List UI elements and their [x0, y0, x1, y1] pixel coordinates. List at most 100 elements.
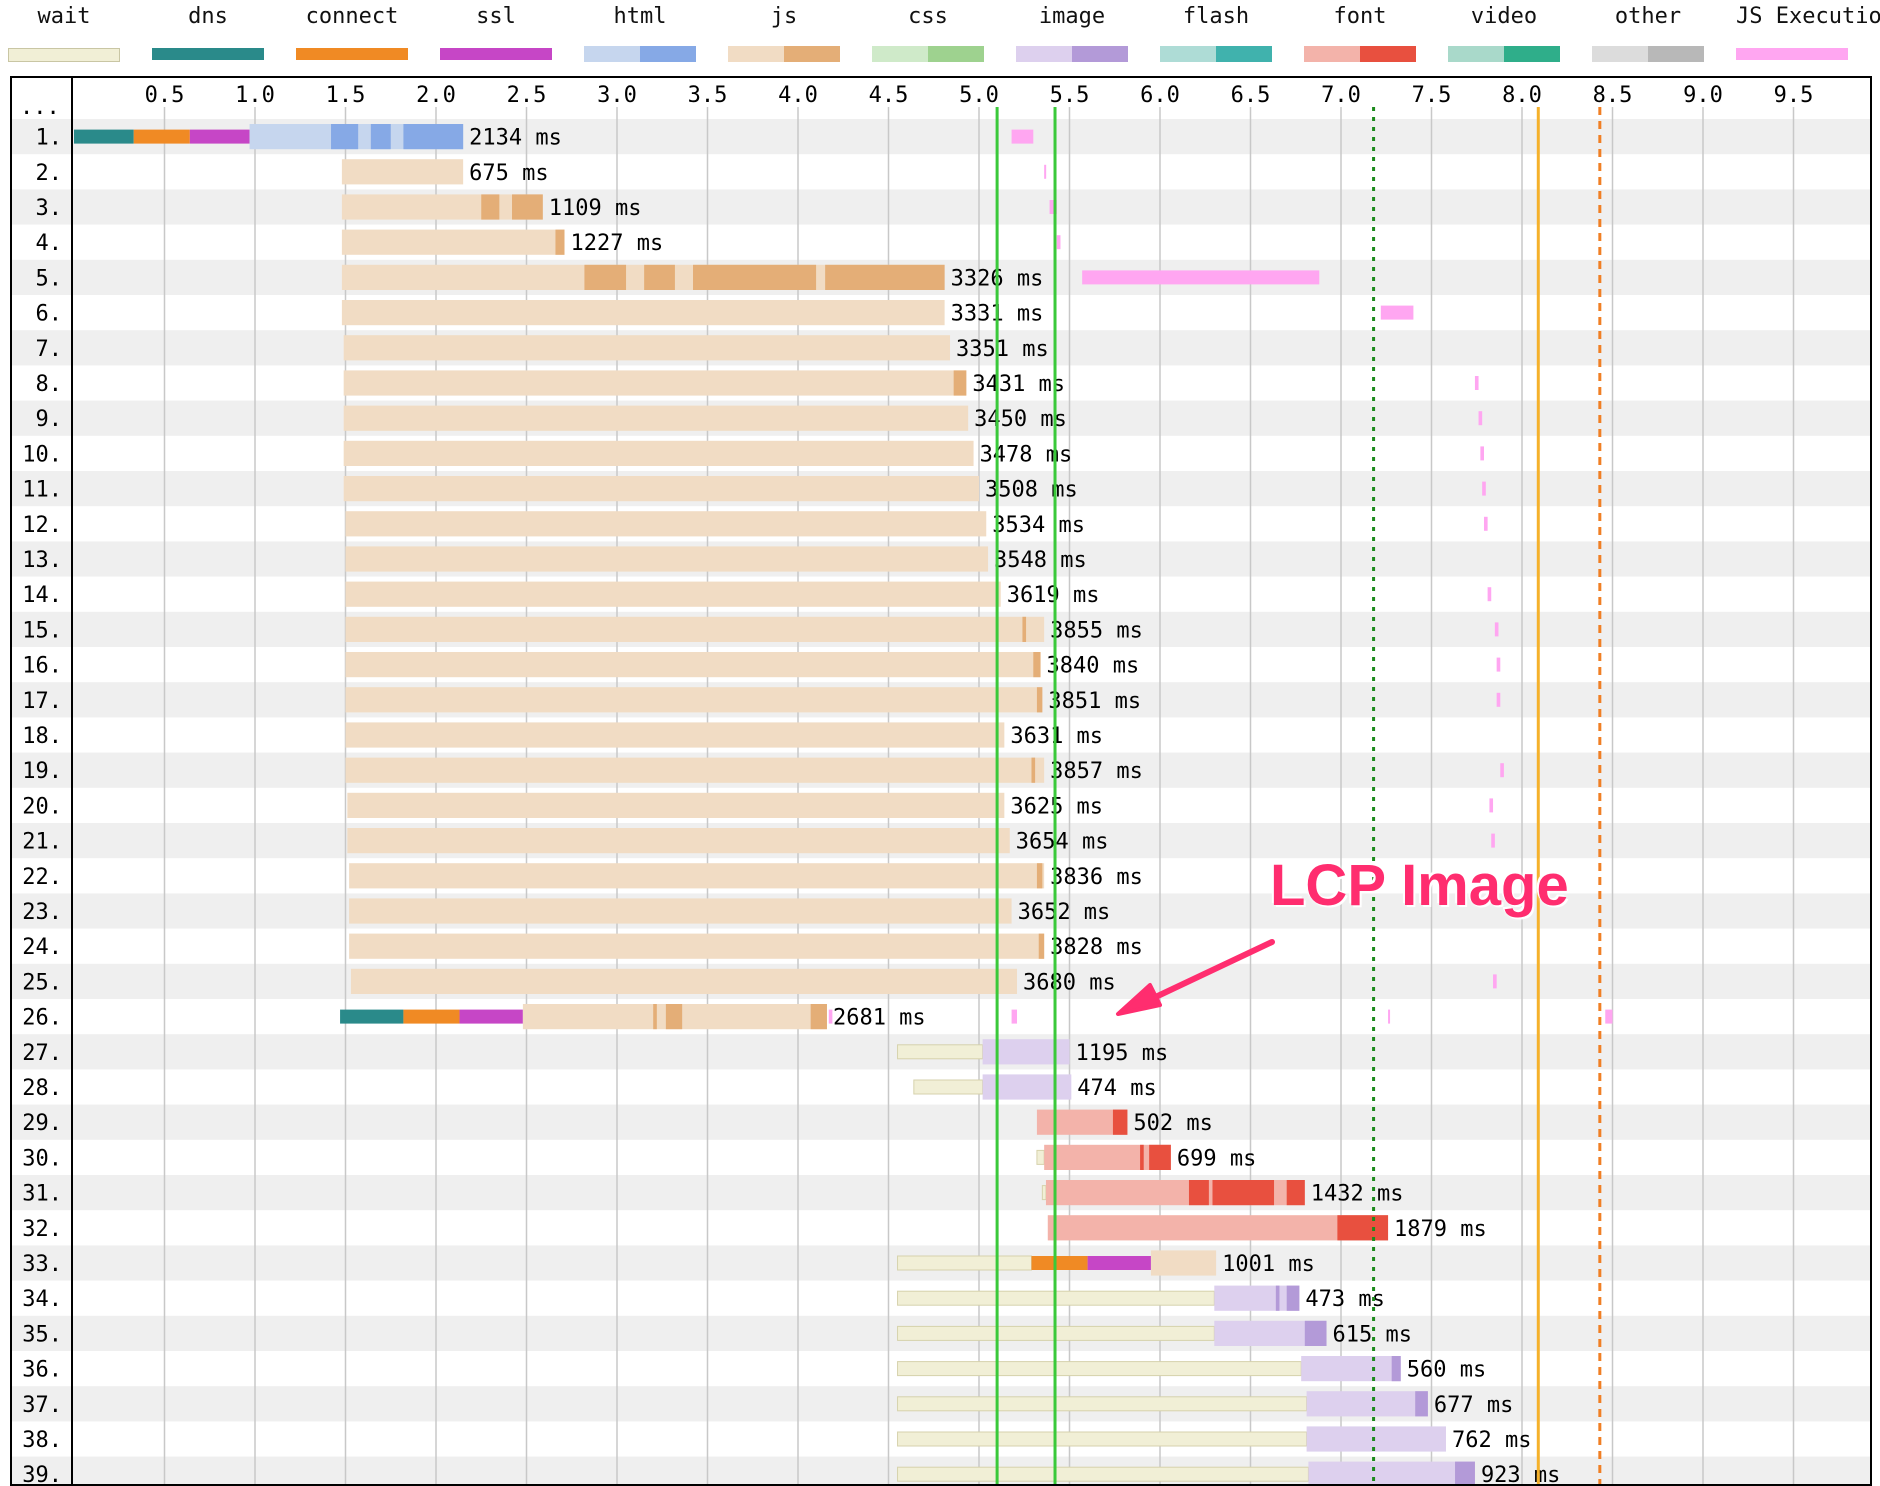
axis-tick-label: 5.0: [959, 83, 999, 108]
image-download-chunk: [1415, 1391, 1428, 1417]
font-download-chunk: [1337, 1215, 1389, 1241]
js-execution-mark: [828, 1009, 833, 1024]
row-duration: 1879 ms: [1394, 1217, 1487, 1242]
axis-tick-label: 8.0: [1502, 83, 1542, 108]
js-download-chunk: [810, 1004, 827, 1030]
html-download-chunk: [370, 124, 391, 150]
waterfall-legend: wait dns connect ssl html js css image flash font…: [0, 0, 1880, 74]
row-number: 2.: [36, 161, 63, 186]
axis-tick-label: 4.0: [778, 83, 818, 108]
row-number: 19.: [22, 759, 62, 784]
legend-label: dns: [188, 4, 228, 29]
axis-tick-label: 6.0: [1140, 83, 1180, 108]
js-download-chunk: [665, 1004, 683, 1030]
row-number: 16.: [22, 654, 62, 679]
dns-segment: [74, 129, 134, 144]
axis-tick-label: 7.0: [1321, 83, 1361, 108]
image-segment: [1301, 1356, 1401, 1382]
row-duration: 675 ms: [469, 161, 548, 186]
js-segment: [349, 863, 1045, 889]
image-segment: [1306, 1391, 1428, 1417]
wait-segment: [913, 1079, 984, 1095]
legend-swatch: [1304, 46, 1416, 62]
js-segment: [343, 476, 979, 502]
html-download-chunk: [403, 124, 464, 150]
legend-item-flash: flash: [1160, 0, 1272, 74]
legend-swatch: [1736, 48, 1848, 60]
legend-label: js: [770, 4, 798, 29]
row-number: 21.: [22, 830, 62, 855]
js-segment: [343, 370, 967, 396]
row-duration: 2134 ms: [469, 126, 562, 151]
font-download-chunk: [1286, 1180, 1305, 1206]
legend-label: other: [1614, 4, 1682, 29]
js-execution-mark: [1011, 129, 1034, 144]
axis-tick-label: 2.0: [416, 83, 456, 108]
ssl-segment: [1087, 1256, 1151, 1270]
row-number: 14.: [22, 583, 62, 608]
js-execution-mark: [1489, 798, 1494, 813]
font-download-chunk: [1188, 1180, 1209, 1206]
js-execution-mark: [1491, 833, 1495, 848]
row-duration: 923 ms: [1481, 1463, 1560, 1486]
row-number: 28.: [22, 1076, 62, 1101]
js-segment: [345, 581, 1001, 607]
row-number: 18.: [22, 724, 62, 749]
row-duration: 3450 ms: [974, 407, 1067, 432]
row-number: 33.: [22, 1252, 62, 1277]
js-segment: [347, 792, 1005, 818]
js-download-chunk: [1031, 757, 1036, 783]
js-execution-mark: [1380, 305, 1414, 320]
row-duration: 699 ms: [1177, 1146, 1256, 1171]
row-number: 27.: [22, 1041, 62, 1066]
row-duration: 1001 ms: [1222, 1252, 1315, 1277]
js-execution-mark: [1056, 235, 1061, 250]
legend-item-dns: dns: [152, 0, 264, 74]
js-execution-mark: [1496, 657, 1501, 672]
row-duration: 3631 ms: [1010, 724, 1103, 749]
legend-item-wait: wait: [8, 0, 120, 74]
js-segment: [345, 511, 987, 537]
html-download-chunk: [331, 124, 359, 150]
legend-item-other: other: [1592, 0, 1704, 74]
row-duration: 473 ms: [1305, 1287, 1384, 1312]
dns-segment: [340, 1009, 404, 1024]
legend-swatch: [1016, 46, 1128, 62]
row-duration: 474 ms: [1077, 1076, 1156, 1101]
font-download-chunk: [1140, 1144, 1144, 1170]
js-segment: [349, 898, 1012, 924]
row-number: 5.: [36, 266, 63, 291]
js-segment: [345, 546, 989, 572]
wait-segment: [897, 1044, 984, 1060]
image-download-chunk: [1275, 1285, 1280, 1311]
legend-label: css: [908, 4, 948, 29]
js-download-chunk: [1038, 933, 1045, 959]
waterfall-chart: ... 0.5 1.0 1.5 2.0 2.5 3.0 3.5 4.0 4.5 5.0 5.5 6.0 6…: [10, 76, 1872, 1486]
axis-tick-label: 1.0: [235, 83, 275, 108]
js-segment: [341, 300, 945, 326]
legend-swatch: [1448, 46, 1560, 62]
connect-segment: [1031, 1256, 1088, 1270]
row-number: 11.: [22, 478, 62, 503]
row-duration: 3836 ms: [1050, 865, 1143, 890]
js-execution-mark: [1500, 763, 1504, 778]
row-duration: 677 ms: [1434, 1393, 1513, 1418]
js-execution-mark: [1482, 481, 1486, 496]
js-execution-mark: [1388, 1009, 1391, 1024]
font-download-chunk: [1112, 1109, 1128, 1135]
js-execution-mark: [1487, 587, 1492, 602]
font-segment: [1047, 1215, 1389, 1241]
row-number: 26.: [22, 1006, 62, 1031]
row-duration: 2681 ms: [833, 1006, 926, 1031]
row-number: 9.: [36, 407, 63, 432]
legend-label: video: [1470, 4, 1538, 29]
legend-item-js: js: [728, 0, 840, 74]
axis-tick-label: 4.5: [869, 83, 909, 108]
row-number: 8.: [36, 372, 63, 397]
image-segment: [1308, 1461, 1475, 1484]
legend-swatch: [1592, 46, 1704, 62]
wait-segment: [897, 1466, 1309, 1482]
legend-swatch: [440, 48, 552, 60]
wait-segment: [897, 1396, 1308, 1412]
row-duration: 3654 ms: [1016, 830, 1109, 855]
